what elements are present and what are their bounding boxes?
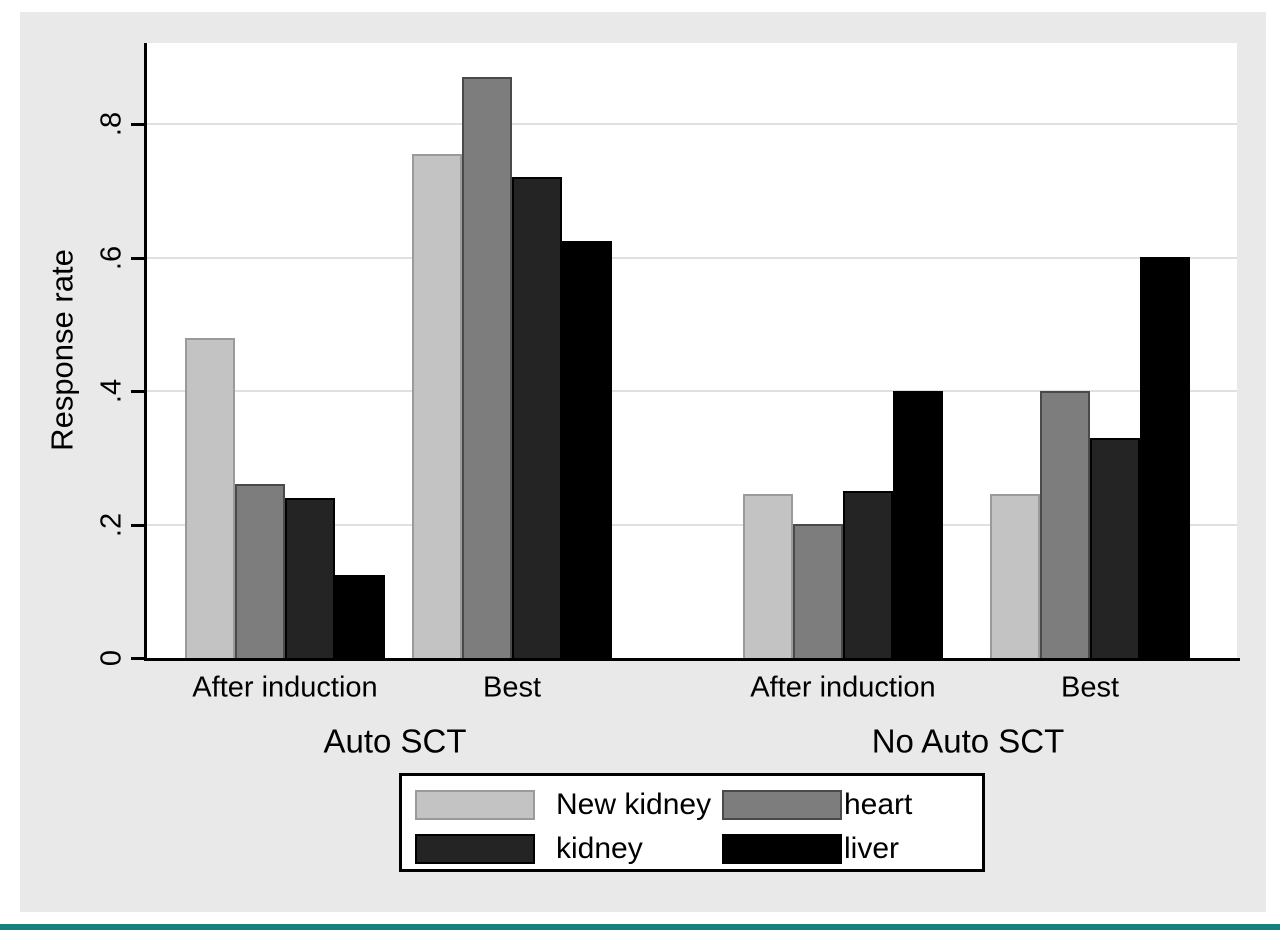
y-tick-label-text: .4 (95, 378, 128, 404)
y-tick-label-text: 0 (95, 649, 128, 667)
supergroup-label-text: No Auto SCT (871, 722, 1065, 760)
bar-new-kidney (743, 494, 793, 658)
bar-kidney (843, 491, 893, 658)
gridline (146, 390, 1237, 392)
bar-heart (793, 524, 843, 658)
bar-kidney (1090, 438, 1140, 658)
category-label-text: After induction (192, 671, 378, 704)
y-axis-tick (131, 390, 145, 393)
x-axis-line (144, 658, 1240, 661)
category-label-text: Best (1060, 671, 1120, 704)
bar-liver (562, 241, 612, 658)
y-axis-line (144, 43, 147, 661)
legend-swatch-kidney (415, 834, 535, 864)
legend-label-liver: liver (844, 832, 900, 865)
legend-swatch-liver (722, 834, 842, 864)
bar-new-kidney (412, 154, 462, 658)
bar-liver (335, 575, 385, 658)
bar-liver (893, 391, 943, 658)
y-axis-title-text: Response rate (44, 249, 80, 451)
category-label-text: After induction (750, 671, 936, 704)
bar-kidney (285, 498, 335, 658)
legend-label-kidney: kidney (556, 832, 643, 865)
y-axis-tick (131, 657, 145, 660)
bar-new-kidney (185, 338, 235, 658)
legend-swatch-new-kidney (415, 790, 535, 820)
legend-swatch-heart (722, 790, 842, 820)
y-axis-tick (131, 523, 145, 527)
y-axis-tick (131, 123, 145, 126)
y-tick-label-text: .6 (95, 245, 128, 270)
bar-liver (1140, 257, 1190, 658)
legend-label-heart: heart (844, 788, 913, 821)
category-label-text: Best (482, 671, 542, 704)
y-tick-label-text: .8 (95, 111, 128, 137)
bar-heart (462, 77, 512, 658)
bar-new-kidney (990, 494, 1040, 658)
gridline (146, 123, 1237, 125)
accent-rule (0, 924, 1280, 930)
gridline (146, 256, 1237, 259)
bar-kidney (512, 177, 562, 658)
supergroup-label-text: Auto SCT (323, 722, 467, 760)
bar-heart (235, 484, 285, 658)
y-tick-label-text: .2 (95, 512, 128, 537)
gridline (146, 523, 1237, 526)
legend-label-new-kidney: New kidney (556, 788, 712, 821)
legend-box: New kidney heart kidney liver (399, 773, 985, 872)
bar-heart (1040, 391, 1090, 658)
y-axis-tick (131, 256, 145, 260)
plot-area (146, 43, 1237, 658)
